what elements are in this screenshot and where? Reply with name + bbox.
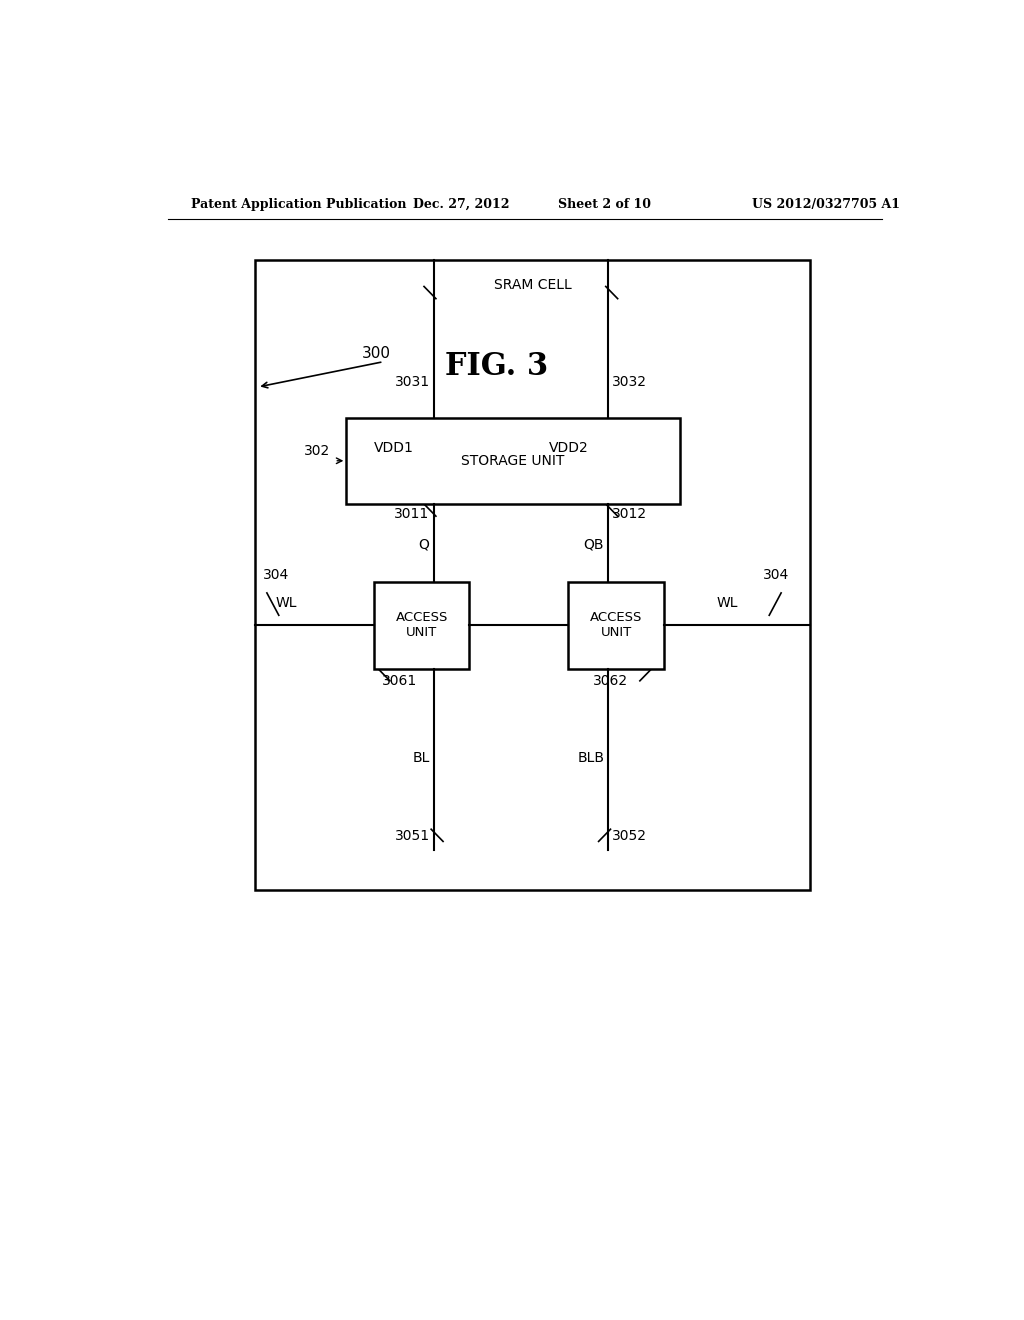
Text: Sheet 2 of 10: Sheet 2 of 10 xyxy=(558,198,650,211)
Text: 3061: 3061 xyxy=(382,673,417,688)
Text: 3051: 3051 xyxy=(394,829,430,843)
Text: 3052: 3052 xyxy=(612,829,647,843)
Text: 302: 302 xyxy=(304,444,331,458)
Text: ACCESS
UNIT: ACCESS UNIT xyxy=(395,611,447,639)
Text: STORAGE UNIT: STORAGE UNIT xyxy=(461,454,564,467)
FancyBboxPatch shape xyxy=(374,582,469,669)
Text: QB: QB xyxy=(584,537,604,552)
Text: WL: WL xyxy=(276,597,297,610)
Text: VDD1: VDD1 xyxy=(374,441,414,455)
Text: Patent Application Publication: Patent Application Publication xyxy=(191,198,407,211)
Text: 3062: 3062 xyxy=(593,673,628,688)
Text: ACCESS
UNIT: ACCESS UNIT xyxy=(590,611,642,639)
Text: 304: 304 xyxy=(763,568,790,582)
Text: 3011: 3011 xyxy=(394,507,430,521)
FancyBboxPatch shape xyxy=(568,582,664,669)
FancyBboxPatch shape xyxy=(255,260,811,890)
Text: 300: 300 xyxy=(362,346,391,362)
Text: WL: WL xyxy=(717,597,738,610)
Text: 3032: 3032 xyxy=(612,375,647,389)
Text: 3031: 3031 xyxy=(394,375,430,389)
Text: Dec. 27, 2012: Dec. 27, 2012 xyxy=(413,198,510,211)
Text: BLB: BLB xyxy=(578,751,604,766)
Text: SRAM CELL: SRAM CELL xyxy=(494,279,571,293)
Text: VDD2: VDD2 xyxy=(549,441,588,455)
Text: 3012: 3012 xyxy=(612,507,647,521)
Text: US 2012/0327705 A1: US 2012/0327705 A1 xyxy=(753,198,900,211)
Text: BL: BL xyxy=(413,751,430,766)
FancyBboxPatch shape xyxy=(346,417,680,504)
Text: 304: 304 xyxy=(263,568,289,582)
Text: FIG. 3: FIG. 3 xyxy=(445,351,549,383)
Text: Q: Q xyxy=(419,537,430,552)
